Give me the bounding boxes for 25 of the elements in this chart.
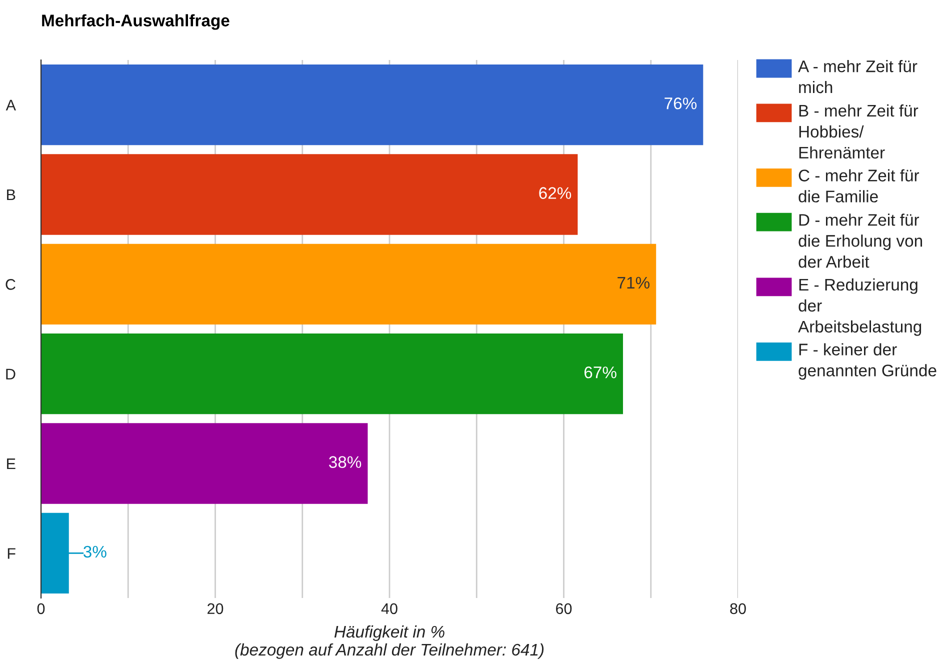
- legend-label: A - mehr Zeit für mich: [798, 60, 918, 94]
- data-label: 62%: [539, 187, 572, 199]
- y-tick-label: B: [7, 190, 16, 200]
- y-tick-label: E: [7, 458, 16, 470]
- legend-label: F - keiner der genannten Gründe: [798, 343, 936, 380]
- data-label: 71%: [618, 276, 650, 289]
- x-axis-title: Häufigkeit in % (bezogen auf Anzahl der Teilnehmer: 641): [235, 625, 544, 659]
- x-tick-label: 0: [37, 603, 45, 614]
- y-tick-label: F: [8, 548, 16, 559]
- legend-label: C - mehr Zeit für die Familie: [798, 169, 920, 202]
- data-label: 67%: [584, 366, 616, 378]
- y-tick-label: A: [6, 100, 16, 110]
- chart-title: Mehrfach-Auswahlfrage: [42, 14, 230, 30]
- legend-label: B - mehr Zeit für Hobbies/ Ehrenämter: [799, 104, 918, 159]
- legend-label: D - mehr Zeit für die Erholung von der Arbeit: [798, 214, 922, 268]
- legend-label: E - Reduzierung der Arbeitsbelastung: [798, 278, 922, 336]
- y-tick-label: D: [6, 368, 16, 380]
- x-tick-label: 40: [381, 603, 398, 614]
- data-label: 76%: [664, 98, 697, 110]
- data-label: 38%: [328, 456, 362, 468]
- y-tick-label: C: [6, 279, 16, 290]
- data-label: 3%: [84, 546, 106, 558]
- x-tick-label: 60: [556, 603, 572, 614]
- x-tick-label: 20: [208, 603, 224, 614]
- x-tick-label: 80: [730, 603, 746, 614]
